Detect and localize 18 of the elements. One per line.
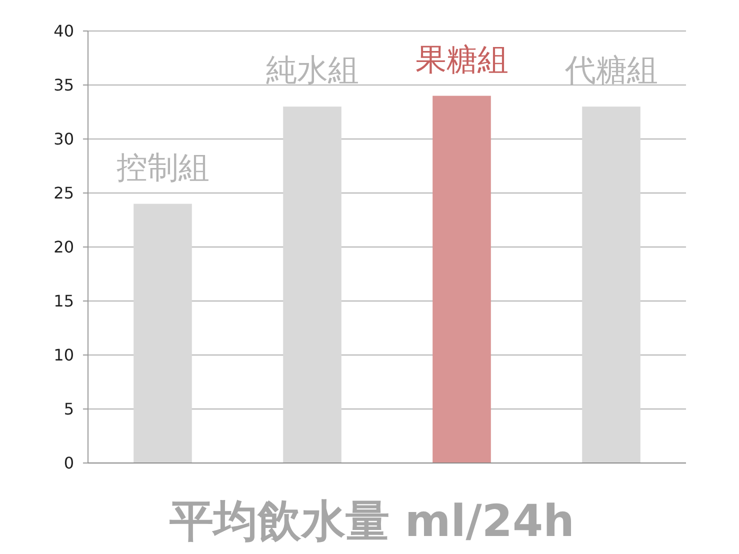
bar [134,204,192,463]
y-tick-label: 0 [64,454,74,473]
x-tick-label: 純水組 [266,52,359,89]
y-tick-label: 15 [54,292,74,311]
y-tick-label: 40 [54,22,74,41]
bar [432,96,491,463]
x-tick-label: 代糖組 [564,52,658,89]
y-tick-label: 10 [54,346,74,365]
x-axis-title: 平均飲水量 ml/24h [170,496,574,547]
y-tick-label: 20 [54,238,74,257]
x-tick-label: 控制組 [116,150,210,186]
x-tick-label: 果糖組 [415,42,508,78]
y-tick-label: 30 [54,130,74,149]
y-tick-label: 25 [54,184,74,203]
bar [582,106,640,463]
y-tick-label: 35 [54,76,74,95]
y-tick-label: 5 [64,400,74,419]
bar [283,106,342,463]
